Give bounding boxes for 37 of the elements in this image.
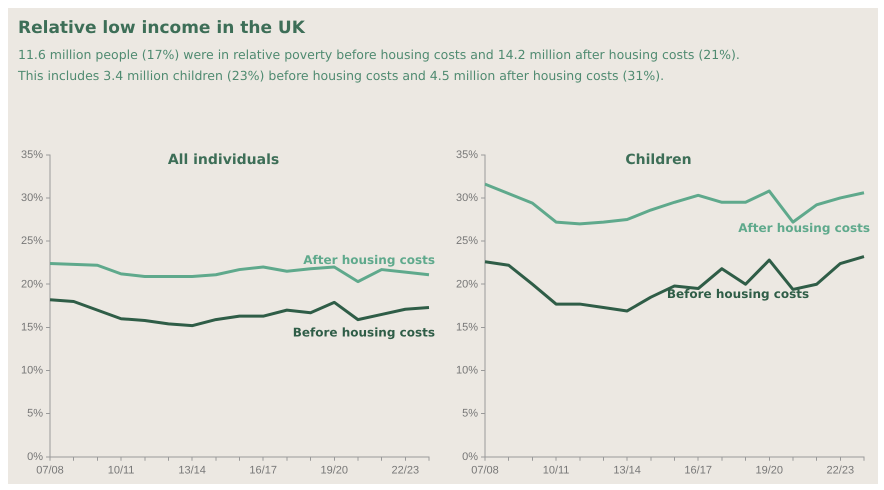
y-tick-label: 10%	[20, 364, 44, 377]
x-tick-label: 19/20	[755, 464, 784, 476]
series-label: Before housing costs	[292, 326, 435, 340]
x-tick-label: 16/17	[249, 464, 277, 476]
x-tick-label: 13/14	[613, 464, 641, 476]
y-tick-label: 25%	[456, 235, 478, 248]
y-tick-label: 35%	[20, 148, 44, 161]
y-tick-label: 0%	[27, 450, 44, 463]
y-tick-label: 20%	[20, 278, 44, 290]
y-tick-label: 30%	[20, 192, 44, 204]
chart-title: All individuals	[168, 152, 280, 168]
x-tick-label: 13/14	[178, 464, 206, 476]
x-tick-label: 16/17	[684, 464, 712, 476]
series-label: After housing costs	[303, 252, 435, 267]
text: This includes 3.4 million children (23%) before housing costs and 4.5 million after housing costs (31%).	[18, 67, 666, 84]
y-tick-label: 0%	[462, 450, 478, 463]
x-tick-label: 07/08	[471, 464, 499, 476]
y-tick-label: 30%	[456, 192, 478, 204]
x-tick-label: 07/08	[36, 464, 64, 476]
y-tick-label: 5%	[462, 408, 478, 420]
y-tick-label: 10%	[456, 364, 478, 377]
y-tick-label: 25%	[20, 235, 44, 248]
y-tick-label: 5%	[27, 408, 44, 420]
x-tick-label: 22/23	[826, 464, 854, 476]
chart-title: Children	[625, 152, 692, 168]
x-tick-label: 19/20	[320, 464, 348, 476]
y-tick-label: 20%	[456, 278, 478, 290]
x-tick-label: 10/11	[542, 464, 570, 476]
y-tick-label: 15%	[456, 321, 478, 334]
x-tick-label: 10/11	[108, 464, 134, 476]
y-tick-label: 35%	[456, 148, 478, 161]
y-tick-label: 15%	[20, 321, 44, 334]
series-label: Before housing costs	[666, 286, 810, 301]
text: Relative low income in the UK	[18, 18, 306, 38]
series-label: After housing costs	[738, 220, 870, 235]
text: 11.6 million people (17%) were in relative poverty before housing costs and 14.2 million after housing costs (21%).	[18, 46, 741, 63]
x-tick-label: 22/23	[392, 464, 420, 476]
